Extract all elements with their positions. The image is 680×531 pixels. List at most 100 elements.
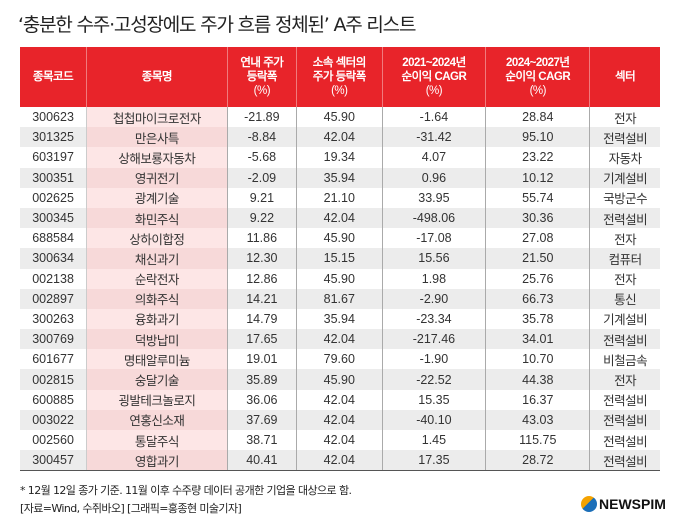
stock-name-cell: 광계기술: [86, 187, 228, 208]
sector-change-cell: 42.04: [296, 409, 382, 430]
stock-code-cell: 300769: [20, 329, 87, 350]
ytd-change-cell: 14.79: [226, 308, 297, 330]
cagr-2024-2027-cell: 34.01: [485, 329, 590, 350]
sector-cell: 자동차: [589, 147, 660, 168]
table-row: 300457 영합과기 40.41 42.04 17.35 28.72 전력설비: [20, 450, 660, 472]
sector-change-cell: 35.94: [296, 167, 382, 188]
stock-code-cell: 002815: [20, 369, 87, 390]
sector-cell: 전자: [589, 107, 660, 128]
cagr-2021-2024-cell: 0.96: [381, 167, 486, 188]
column-header-u: (%): [425, 85, 443, 97]
cagr-2021-2024-cell: -2.90: [381, 288, 486, 309]
table-row: 601677 명태알루미늄 19.01 79.60 -1.90 10.70 비철금속: [20, 349, 660, 370]
stock-name-cell: 순락전자: [86, 268, 228, 289]
stock-code-cell: 003022: [20, 409, 87, 430]
table-row: 688584 상하이합정 11.86 45.90 -17.08 27.08 전자: [20, 228, 660, 249]
sector-cell: 전력설비: [589, 389, 660, 410]
stock-name-cell: 영합과기: [86, 450, 228, 472]
sector-change-cell: 79.60: [296, 349, 382, 370]
cagr-2024-2027-cell: 25.76: [485, 268, 590, 289]
column-header-l1: 소속 섹터의: [312, 57, 367, 69]
ytd-change-cell: -2.09: [226, 167, 297, 188]
sector-change-cell: 42.04: [296, 450, 382, 472]
column-header-l1: 연내 주가: [240, 57, 284, 69]
sector-change-cell: 45.90: [296, 228, 382, 249]
stock-name-cell: 상하이합정: [86, 228, 228, 249]
table-row: 300263 융화과기 14.79 35.94 -23.34 35.78 기계설비: [20, 308, 660, 330]
column-header-l1: 2021~2024년: [402, 57, 466, 69]
sector-change-cell: 42.04: [296, 389, 382, 410]
table-row: 301325 만은사특 -8.84 42.04 -31.42 95.10 전력설비: [20, 127, 660, 148]
stock-code-cell: 600885: [32, 392, 74, 407]
newspim-logo-icon: [581, 496, 597, 512]
stock-table: 종목코드 종목명 연내 주가 등락폭 (%) 소속 섹터의 주가 등락폭 (%) 2021~20…: [20, 47, 660, 472]
cagr-2024-2027-cell: 23.22: [485, 147, 590, 168]
sector-cell: 전자: [589, 228, 660, 249]
column-header: 연내 주가 등락폭 (%): [226, 47, 297, 107]
stock-code-cell: 002560: [32, 433, 74, 448]
stock-code-cell: 002897: [20, 288, 87, 309]
table-row: 300769 덕방납미 17.65 42.04 -217.46 34.01 전력설비: [20, 329, 660, 350]
table-row: 002560 통달주식 38.71 42.04 1.45 115.75 전력설비: [20, 430, 660, 451]
column-header-l1: 섹터: [615, 71, 636, 83]
stock-name-cell: 통달주식: [86, 430, 228, 451]
table-row: 002138 순락전자 12.86 45.90 1.98 25.76 전자: [20, 268, 660, 289]
sector-cell: 기계설비: [589, 167, 660, 188]
stock-name-cell: 명태알루미늄: [86, 349, 228, 370]
ytd-change-cell: -8.84: [226, 127, 297, 148]
stock-name-cell: 채신과기: [86, 248, 228, 269]
table-row: 003022 연홍신소재 37.69 42.04 -40.10 43.03 전력설비: [20, 409, 660, 430]
cagr-2021-2024-cell: -1.90: [381, 349, 486, 370]
table-row: 300623 첩첩마이크로전자 -21.89 45.90 -1.64 28.84 전자: [20, 107, 660, 128]
ytd-change-cell: -21.89: [226, 107, 297, 128]
ytd-change-cell: 12.86: [226, 268, 297, 289]
stock-code-cell: 300457: [20, 450, 87, 472]
stock-name-cell: 숭달기술: [86, 369, 228, 390]
sector-cell: 통신: [589, 288, 660, 309]
sector-change-cell: 42.04: [296, 329, 382, 350]
table-row: 002897 의화주식 14.21 81.67 -2.90 66.73 통신: [20, 288, 660, 309]
column-header-l1: 2024~2027년: [506, 57, 570, 69]
stock-name-cell: 굉발테크놀로지: [86, 389, 228, 410]
cagr-2021-2024-cell: 1.45: [381, 430, 486, 451]
cagr-2021-2024-cell: -498.06: [381, 207, 486, 229]
stock-name-cell: 화민주식: [86, 207, 228, 229]
newspim-logo: NEWSPIM: [581, 496, 666, 512]
ytd-change-cell: 19.01: [226, 349, 297, 370]
sector-change-cell: 45.90: [296, 107, 382, 128]
table-row: 002815 숭달기술 35.89 45.90 -22.52 44.38 전자: [20, 369, 660, 390]
cagr-2024-2027-cell: 16.37: [485, 389, 590, 410]
sector-cell: 전자: [589, 268, 660, 289]
page-title: ‘충분한 수주·고성장에도 주가 흐름 정체된’ A주 리스트: [18, 14, 416, 36]
cagr-2021-2024-cell: -31.42: [381, 127, 486, 148]
ytd-change-cell: -5.68: [226, 147, 297, 168]
stock-code-cell: 601677: [32, 352, 74, 367]
column-header-u: (%): [529, 85, 547, 97]
column-header: 섹터: [589, 47, 660, 107]
cagr-2024-2027-cell: 43.03: [485, 409, 590, 430]
cagr-2021-2024-cell: 17.35: [381, 450, 486, 472]
cagr-2021-2024-cell: 15.56: [381, 248, 486, 269]
column-header-l2: 순이익 CAGR: [505, 71, 571, 83]
stock-code-cell: 300345: [20, 207, 87, 229]
cagr-2021-2024-cell: 4.07: [381, 147, 486, 168]
cagr-2024-2027-cell: 35.78: [485, 308, 590, 330]
cagr-2024-2027-cell: 10.12: [485, 167, 590, 188]
ytd-change-cell: 17.65: [226, 329, 297, 350]
ytd-change-cell: 36.06: [226, 389, 297, 410]
table-row: 300351 영귀전기 -2.09 35.94 0.96 10.12 기계설비: [20, 167, 660, 188]
sector-cell: 기계설비: [589, 308, 660, 330]
table-row: 600885 굉발테크놀로지 36.06 42.04 15.35 16.37 전력설비: [20, 389, 660, 410]
stock-code-cell: 603197: [32, 150, 74, 165]
stock-name-cell: 융화과기: [86, 308, 228, 330]
cagr-2024-2027-cell: 115.75: [485, 430, 590, 451]
column-header-l2: 등락폭: [246, 71, 278, 83]
ytd-change-cell: 9.21: [226, 187, 297, 208]
stock-name-cell: 연홍신소재: [86, 409, 228, 430]
sector-cell: 전력설비: [589, 409, 660, 430]
stock-code-cell: 300634: [20, 248, 87, 269]
stock-code-cell: 002625: [32, 190, 74, 205]
footnote: * 12월 12일 종가 기준. 11월 이후 수주량 데이터 공개한 기업을 …: [20, 482, 352, 518]
